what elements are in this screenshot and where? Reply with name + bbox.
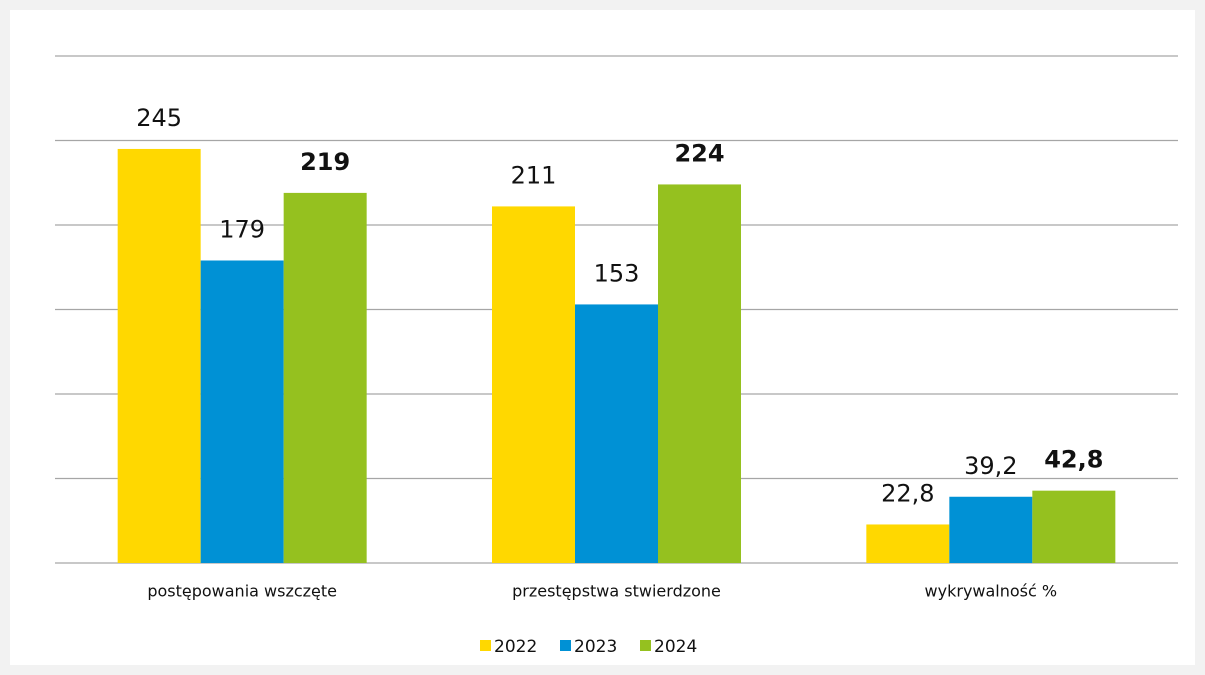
bar [117, 148, 201, 563]
legend-swatch [640, 640, 651, 651]
value-label: 224 [674, 139, 724, 167]
x-tick-label: postępowania wszczęte [147, 582, 337, 601]
bar [658, 184, 741, 563]
value-label: 153 [594, 259, 640, 287]
value-label: 219 [300, 148, 350, 176]
legend-label: 2022 [494, 637, 537, 657]
value-label: 245 [136, 104, 182, 132]
x-tick-label: wykrywalność % [925, 582, 1058, 601]
bar [492, 206, 575, 563]
value-label: 211 [511, 161, 557, 189]
value-label: 42,8 [1044, 446, 1103, 474]
bar [575, 304, 658, 563]
value-label: 39,2 [964, 452, 1017, 480]
bar [200, 260, 284, 563]
value-label: 22,8 [881, 479, 934, 507]
bar [283, 192, 367, 563]
legend-swatch [560, 640, 571, 651]
bar [1032, 490, 1116, 563]
value-label: 179 [219, 215, 265, 243]
legend-label: 2023 [574, 637, 617, 657]
legend-label: 2024 [654, 637, 697, 657]
legend-swatch [480, 640, 491, 651]
bar [866, 524, 950, 563]
x-tick-label: przestępstwa stwierdzone [512, 582, 721, 601]
bar [949, 496, 1033, 563]
